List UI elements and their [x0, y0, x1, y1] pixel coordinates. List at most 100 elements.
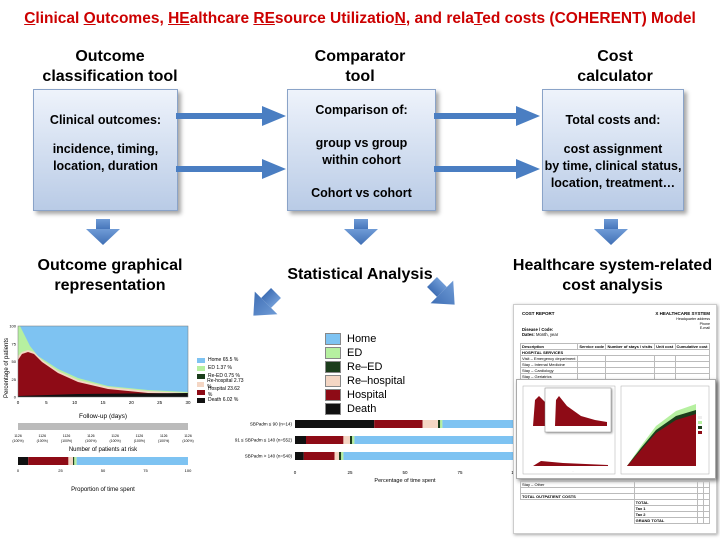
legend-swatch — [197, 373, 205, 379]
risk-value: 1126 — [87, 434, 95, 438]
org-line: E-mail — [699, 326, 710, 330]
legend-swatch — [325, 361, 341, 373]
bar-row-label: SBPadm > 140 (n=540) — [245, 454, 293, 459]
bar-segment-ed — [352, 436, 355, 444]
table-cell — [521, 518, 635, 524]
cost-report-dates: Dates: Month, year — [522, 332, 558, 337]
legend-swatch — [325, 347, 341, 359]
org-line: Headquarter address — [676, 317, 710, 321]
risk-value: 1126 — [184, 434, 192, 438]
arrow-right-icon — [176, 106, 286, 126]
cost-report-disease: Disease / Code: — [522, 327, 554, 332]
dates-value: Month, year — [535, 332, 559, 337]
legend-swatch — [197, 365, 205, 371]
y-tick-label: 25 — [12, 377, 17, 382]
cost-report-table: Description Service code Number of stays /… — [519, 343, 711, 380]
bar-row-label: SBPadm ≤ 90 (n=14) — [250, 422, 293, 427]
bar-segment-home — [442, 420, 515, 428]
table-header: Cumulative cost — [674, 343, 711, 350]
box-text: group vs group — [315, 136, 408, 150]
header-line: classification tool — [42, 68, 178, 85]
box-text: Comparison of: — [315, 103, 408, 117]
cost-chart-svg: · — [522, 385, 710, 475]
cost-report-title: COST REPORT — [522, 311, 555, 316]
row-label: GRAND TOTAL — [633, 517, 699, 524]
header-outcome-classification-tool: Outcome classification tool — [20, 47, 200, 87]
x-tick-label: 0 — [17, 400, 20, 405]
bar-row-label: 91 ≤ SBPadm ≤ 140 (n=552) — [235, 438, 293, 443]
left-chart-legend: Home 65.5 % ED 1.37 % Re-ED 0.75 % Re-hospi… — [197, 356, 245, 404]
cost-report-org-lines: Headquarter address Phone E-mail — [676, 317, 710, 331]
header-comparator-tool: Comparator tool — [270, 47, 450, 87]
bar-segment-reed — [339, 452, 342, 460]
table-row: GRAND TOTAL — [521, 517, 711, 524]
header-line: Outcome graphical — [37, 257, 183, 274]
diagram-title: Clinical Outcomes, HEalthcare REsource U… — [0, 10, 720, 28]
left-chart-yticks: 0 25 50 75 100 — [9, 324, 16, 400]
table-header: Unit cost — [654, 343, 676, 350]
prop-tick-label: 25 — [58, 468, 63, 473]
cost-report-document: COST REPORT X HEALTHCARE SYSTEM Headquar… — [513, 304, 717, 534]
box-text: cost assignment — [563, 142, 663, 156]
legend-swatch — [325, 375, 341, 387]
risk-value: 1126 — [14, 434, 22, 438]
title-fragment: utcomes, — [95, 10, 169, 27]
table-header: Number of stays / visits — [605, 343, 656, 350]
arrow-down-left-icon — [253, 288, 281, 316]
bar-segment-death — [295, 452, 304, 460]
header-statistical-analysis: Statistical Analysis — [280, 265, 440, 285]
org-line: Phone — [699, 321, 710, 326]
header-outcome-graphical-representation: Outcome graphical representation — [20, 256, 200, 296]
mid-chart-svg: SBPadm ≤ 90 (n=14) 91 ≤ SBPadm ≤ 140 (n=5… — [235, 420, 519, 484]
title-fragment: C — [24, 10, 36, 27]
cost-table: Description Service code Number of stays /… — [519, 343, 711, 380]
arrow-right-icon — [434, 159, 540, 179]
mid-x-tick-label: 75 — [457, 470, 463, 475]
header-line: Outcome — [75, 48, 145, 65]
proportion-bar — [18, 457, 188, 465]
prop-tick-label: 0 — [17, 468, 20, 473]
risk-bar — [18, 423, 188, 430]
box-clinical-outcomes: Clinical outcomes: incidence, timing, lo… — [33, 89, 178, 211]
legend-label: Re-ED 0.75 % — [208, 373, 240, 379]
legend-label: Home 65.5 % — [208, 357, 239, 363]
cost-chart-inset: · — [516, 379, 716, 479]
proportion-segment-reed — [73, 457, 75, 465]
legend-swatch — [325, 389, 341, 401]
x-tick-label: 15 — [100, 400, 106, 405]
bar-segment-death — [295, 420, 375, 428]
table-row: Visit – Emergency department — [519, 355, 711, 362]
mid-x-tick-label: 0 — [294, 470, 297, 475]
risk-value: 1126 — [136, 434, 144, 438]
legend-label: ED — [347, 347, 363, 359]
risk-pct: (100%) — [134, 439, 145, 443]
legend-entry: Death — [325, 402, 405, 416]
risk-pct: (100%) — [109, 439, 120, 443]
box-total-costs: Total costs and: cost assignment by time… — [542, 89, 684, 211]
legend-entry: Hospital 23.62 % — [197, 386, 245, 398]
y-tick-label: 50 — [12, 359, 17, 364]
legend-label: Re-hospital 2.73 % — [207, 378, 244, 390]
risk-values: 1126(100%)1126(100%)1126(100%)1126(100%)… — [12, 434, 193, 443]
x-tick-label: 20 — [129, 400, 135, 405]
header-line: Cost — [597, 48, 633, 65]
y-tick-label: 75 — [12, 341, 17, 346]
legend-label: Death 6.02 % — [208, 397, 239, 403]
prop-label: Proportion of time spent — [71, 487, 135, 493]
legend-label: Home — [347, 333, 377, 345]
legend-label: Death — [347, 403, 377, 415]
area-death — [18, 393, 188, 397]
left-chart-xticks: 0 5 10 15 20 25 30 — [17, 400, 191, 405]
title-fragment: O — [83, 10, 96, 27]
title-fragment: T — [473, 10, 483, 27]
table-header: Service code — [577, 343, 607, 350]
box-text: within cohort — [322, 153, 401, 167]
risk-value: 1126 — [39, 434, 47, 438]
risk-value: 1126 — [63, 434, 71, 438]
title-fragment: linical — [35, 10, 84, 27]
title-fragment: source Utilizatio — [274, 10, 395, 27]
title-fragment: althcare — [189, 10, 254, 27]
legend-entry: Hospital — [325, 388, 405, 402]
legend-entry: Re–ED — [325, 360, 405, 374]
title-fragment: N — [394, 10, 406, 27]
